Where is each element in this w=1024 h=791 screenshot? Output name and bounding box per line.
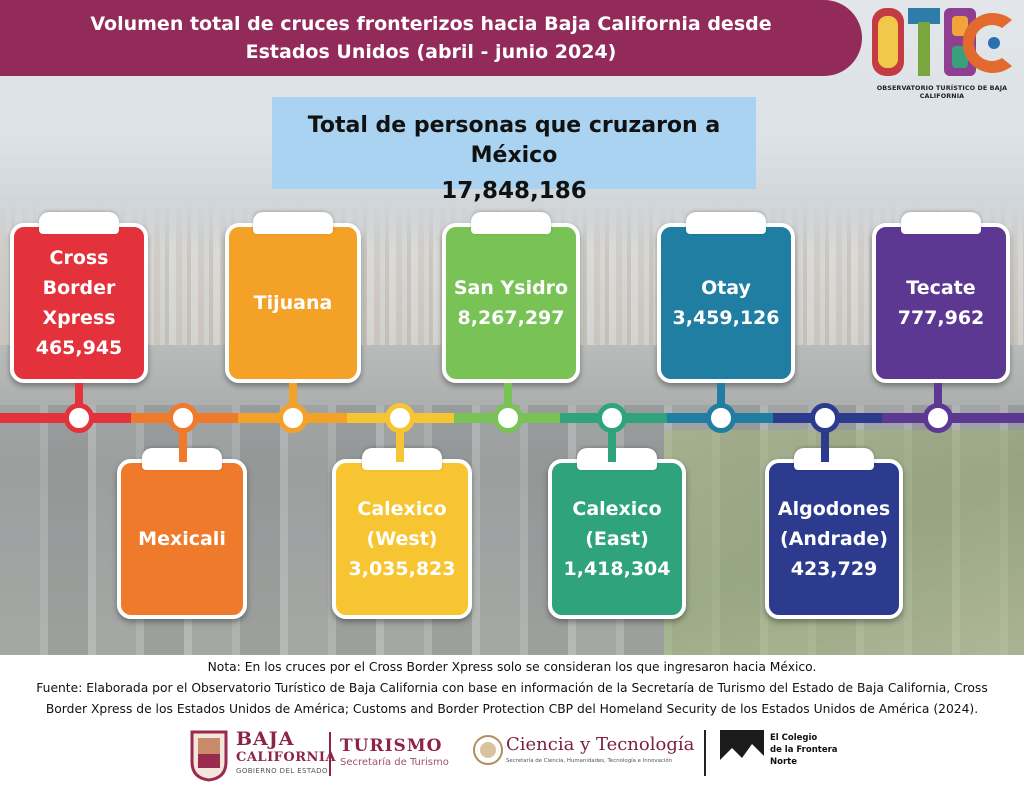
otbc-logo: OBSERVATORIO TURÍSTICO DE BAJA CALIFORNI… — [864, 6, 1020, 100]
timeline-node — [278, 403, 308, 433]
card-text-line: Tecate — [906, 277, 976, 299]
card-tab — [39, 212, 119, 234]
card-text-line: 3,459,126 — [672, 307, 780, 329]
timeline-node — [706, 403, 736, 433]
page-title: Volumen total de cruces fronterizos haci… — [90, 10, 771, 66]
turismo-logo-line-2: Secretaría de Turismo — [340, 757, 449, 768]
notes: Nota: En los cruces por el Cross Border … — [0, 657, 1024, 720]
title-line-2: Estados Unidos (abril - junio 2024) — [245, 41, 617, 63]
nota-text: Nota: En los cruces por el Cross Border … — [207, 660, 817, 674]
card-text-line: 777,962 — [897, 307, 985, 329]
colef-logo-line-3: Norte — [770, 757, 797, 767]
timeline-stem — [504, 383, 512, 405]
card-text-line: Cross Border — [42, 247, 116, 299]
turismo-logo-line-1: TURISMO — [340, 736, 443, 756]
timeline-stem — [717, 383, 725, 405]
timeline-stem — [289, 383, 297, 405]
baja-logo-line-2: CALIFORNIA — [236, 750, 337, 765]
crossing-card: Cross Border Xpress 465,945 — [10, 212, 148, 383]
colef-logo-icon — [720, 730, 764, 774]
crossing-card: Tijuana — [225, 212, 361, 383]
title-line-1: Volumen total de cruces fronterizos haci… — [90, 13, 772, 35]
timeline-node — [64, 403, 94, 433]
turismo-logo: TURISMO Secretaría de Turismo — [340, 736, 449, 770]
card-text-line: Tijuana — [253, 292, 333, 314]
crossing-card: Algodones (Andrade) 423,729 — [765, 448, 903, 619]
timeline-stem — [396, 432, 404, 462]
colef-logo-line-1: El Colegio — [770, 733, 818, 743]
total-value: 17,848,186 — [441, 178, 587, 204]
crossing-card: Otay 3,459,126 — [657, 212, 795, 383]
timeline-node — [810, 403, 840, 433]
timeline-stem — [934, 383, 942, 405]
timeline-stem — [179, 432, 187, 462]
baja-california-logo: BAJA CALIFORNIA GOBIERNO DEL ESTADO — [236, 728, 336, 777]
timeline-stem — [608, 432, 616, 462]
total-box: Total de personas que cruzaron a México … — [272, 97, 756, 204]
fuente-text-line-2: Border Xpress de los Estados Unidos de A… — [45, 702, 979, 716]
total-label: Total de personas que cruzaron a México — [307, 113, 721, 168]
card-text-line: 465,945 — [35, 337, 123, 359]
card-text-line: San Ysidro — [453, 277, 569, 299]
card-text-line: 1,418,304 — [563, 558, 671, 580]
baja-logo-line-1: BAJA — [236, 728, 295, 750]
card-text-line: Otay — [701, 277, 751, 299]
card-text-line: 423,729 — [790, 558, 878, 580]
card-text-line: Calexico — [572, 498, 662, 520]
baja-california-seal-icon — [190, 730, 228, 782]
card-tab — [253, 212, 333, 234]
crossing-card: Calexico (West) 3,035,823 — [332, 448, 472, 619]
title-banner: Volumen total de cruces fronterizos haci… — [0, 0, 862, 76]
colef-logo: El Colegio de la Frontera Norte — [770, 732, 838, 768]
crossing-card: Calexico (East) 1,418,304 — [548, 448, 686, 619]
otbc-logo-mark — [872, 8, 1012, 76]
logo-divider — [329, 732, 331, 776]
card-text-line: (East) — [585, 528, 649, 550]
timeline-node — [923, 403, 953, 433]
timeline-stem — [75, 383, 83, 405]
timeline-stem — [821, 432, 829, 462]
ciencia-logo-line-1: Ciencia y Tecnología — [506, 734, 695, 755]
crossing-card: Tecate 777,962 — [872, 212, 1010, 383]
timeline-node — [493, 403, 523, 433]
timeline-node — [597, 403, 627, 433]
card-tab — [471, 212, 551, 234]
card-text-line: Algodones — [777, 498, 891, 520]
card-text-line: (West) — [366, 528, 438, 550]
ciencia-logo-line-2: Secretaría de Ciencia, Humanidades, Tecn… — [506, 758, 673, 764]
timeline-node — [385, 403, 415, 433]
baja-logo-line-3: GOBIERNO DEL ESTADO — [236, 767, 328, 775]
otbc-logo-caption: OBSERVATORIO TURÍSTICO DE BAJA CALIFORNI… — [876, 84, 1008, 100]
card-text-line: 3,035,823 — [348, 558, 456, 580]
ciencia-seal-icon — [473, 735, 503, 765]
card-tab — [686, 212, 766, 234]
logo-divider-2 — [704, 730, 706, 776]
ciencia-logo: Ciencia y Tecnología Secretaría de Cienc… — [506, 734, 694, 766]
card-text-line: Xpress — [42, 307, 116, 329]
crossing-card: San Ysidro 8,267,297 — [442, 212, 580, 383]
colef-logo-line-2: de la Frontera — [770, 745, 838, 755]
timeline-node — [168, 403, 198, 433]
card-text-line: Mexicali — [138, 528, 226, 550]
fuente-text-line-1: Fuente: Elaborada por el Observatorio Tu… — [36, 681, 988, 695]
card-text-line: 8,267,297 — [457, 307, 565, 329]
footer-logos: BAJA CALIFORNIA GOBIERNO DEL ESTADO TURI… — [0, 726, 1024, 788]
card-text-line: (Andrade) — [780, 528, 888, 550]
card-text-line: Calexico — [357, 498, 447, 520]
card-tab — [577, 448, 657, 470]
crossing-card: Mexicali — [117, 448, 247, 619]
card-tab — [901, 212, 981, 234]
card-tab — [794, 448, 874, 470]
